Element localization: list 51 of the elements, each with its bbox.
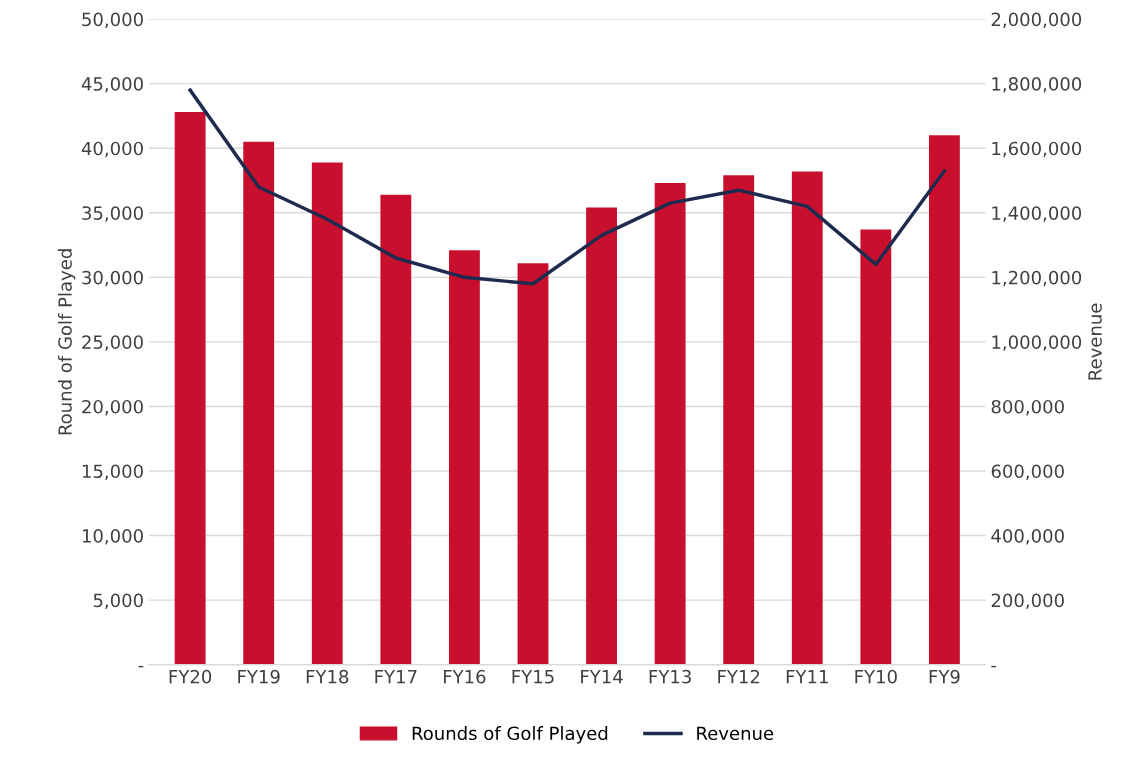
y-tick-label: 10,000	[82, 529, 143, 545]
y-tick-label: 45,000	[81, 77, 143, 93]
y-tick-label: 50,000	[82, 12, 143, 29]
x-tick-label: FY19	[238, 669, 280, 684]
bar	[723, 175, 755, 665]
y2-tick-label: -	[991, 665, 997, 668]
bar	[654, 183, 686, 665]
x-tick-label: FY15	[512, 670, 554, 684]
x-tick-label: FY17	[375, 670, 417, 684]
y2-tick-label: 2,000,000	[991, 12, 1082, 29]
x-tick-label: FY9	[929, 669, 960, 684]
y2-tick-label: 1,200,000	[992, 270, 1082, 287]
x-tick-label: FY20	[169, 669, 212, 684]
y2-tick-label: 1,400,000	[992, 206, 1082, 222]
y-tick-label: 40,000	[81, 141, 143, 158]
y-tick-label: 25,000	[82, 335, 143, 351]
y-tick-label: 15,000	[82, 464, 143, 480]
y2-axis-title: Revenue	[1088, 303, 1102, 380]
y-tick-label: 5,000	[93, 593, 143, 610]
bar	[860, 229, 892, 665]
y2-tick-label: 600,000	[991, 464, 1064, 480]
bar	[928, 135, 960, 665]
line-series	[188, 88, 947, 286]
y2-tick-label: 1,000,000	[992, 335, 1082, 351]
x-tick-label: FY18	[306, 669, 349, 684]
bar	[311, 162, 343, 665]
y2-tick-label: 1,600,000	[992, 141, 1082, 158]
bar	[380, 194, 412, 665]
x-tick-label: FY11	[786, 670, 828, 684]
y-tick-label: 35,000	[82, 206, 143, 222]
bar	[586, 207, 617, 665]
x-tick-label: FY14	[581, 670, 623, 684]
y2-tick-label: 1,800,000	[992, 77, 1082, 93]
y2-tick-label: 400,000	[991, 529, 1064, 545]
x-tick-label: FY10	[855, 669, 897, 684]
x-tick-label: FY16	[443, 669, 486, 684]
y-tick-label: -	[138, 665, 144, 668]
bar	[448, 250, 480, 665]
legend-label: Revenue	[697, 726, 774, 741]
y-axis-title: Round of Golf Played	[57, 249, 76, 435]
x-tick-label: FY12	[718, 669, 760, 684]
x-tick-label: FY13	[649, 669, 691, 684]
y2-tick-label: 200,000	[991, 593, 1064, 610]
bar	[174, 112, 206, 665]
bar	[791, 171, 823, 665]
y-tick-label: 30,000	[82, 270, 143, 287]
y2-tick-label: 800,000	[991, 399, 1064, 416]
legend-label: Rounds of Golf Played	[412, 726, 608, 744]
y-tick-label: 20,000	[82, 399, 143, 416]
bar	[517, 263, 549, 665]
bar	[243, 141, 275, 665]
